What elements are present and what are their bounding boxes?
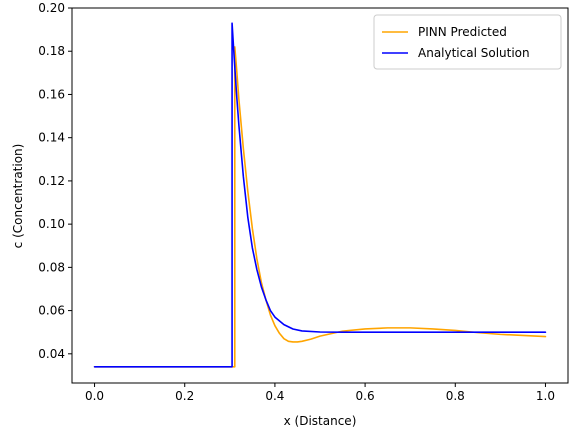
legend-entry: Analytical Solution (418, 46, 530, 60)
y-tick-label: 0.04 (38, 347, 65, 361)
plot-area (93, 22, 547, 368)
x-tick-label: 0.4 (265, 389, 284, 403)
series-line-1 (93, 22, 547, 368)
legend-entry: PINN Predicted (418, 25, 507, 39)
axes-frame (71, 7, 569, 384)
y-tick-label: 0.14 (38, 131, 65, 145)
x-tick-label: 0.6 (356, 389, 375, 403)
y-tick-label: 0.06 (38, 304, 65, 318)
x-axis: 0.0 0.2 0.4 0.6 0.8 1.0 (85, 383, 555, 403)
legend-box (373, 14, 562, 70)
y-tick-label: 0.18 (38, 44, 65, 58)
y-axis-label: c (Concentration) (11, 144, 25, 249)
y-tick-label: 0.20 (38, 1, 65, 15)
x-tick-label: 0.0 (85, 389, 104, 403)
y-tick-label: 0.08 (38, 260, 65, 274)
y-tick-label: 0.16 (38, 87, 65, 101)
x-tick-label: 0.8 (446, 389, 465, 403)
x-tick-label: 0.2 (175, 389, 194, 403)
x-axis-label: x (Distance) (284, 414, 357, 428)
y-tick-label: 0.12 (38, 174, 65, 188)
y-tick-label: 0.10 (38, 217, 65, 231)
series-line-0 (93, 46, 547, 368)
legend: PINN Predicted Analytical Solution (373, 14, 562, 70)
y-axis: 0.04 0.06 0.08 0.10 0.12 0.14 0.16 0.18 0.20 (38, 1, 72, 361)
x-tick-label: 1.0 (536, 389, 555, 403)
